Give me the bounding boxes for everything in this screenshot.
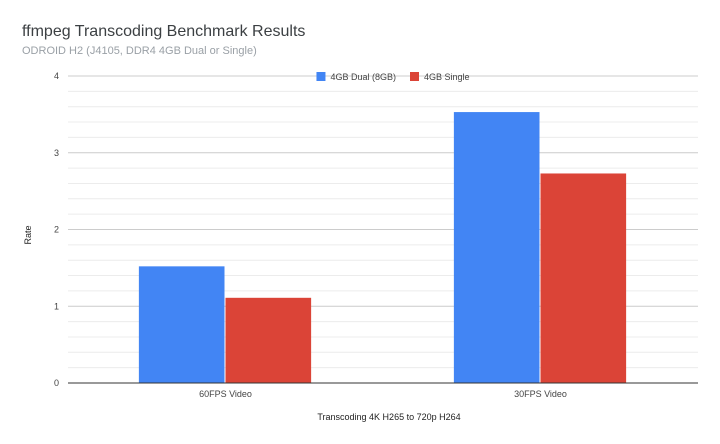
x-tick-label: 60FPS Video [199,389,252,399]
x-axis-ticks: 60FPS Video 30FPS Video [199,389,567,399]
bar [540,173,627,383]
chart-subtitle: ODROID H2 (J4105, DDR4 4GB Dual or Singl… [22,45,257,57]
y-axis-title: Rate [23,225,33,244]
legend: 4GB Dual (8GB) 4GB Single [316,72,470,82]
bars [138,112,627,383]
legend-swatch [316,72,326,81]
legend-label: 4GB Single [424,72,470,82]
bar [138,266,225,383]
y-tick-label: 4 [54,71,59,81]
y-axis-ticks: 0 1 2 3 4 [54,71,59,388]
bar [225,297,312,383]
y-tick-label: 2 [54,225,59,235]
x-tick-label: 30FPS Video [514,389,567,399]
legend-swatch [410,72,419,81]
x-axis-title: Transcoding 4K H265 to 720p H264 [317,412,460,422]
bar [453,112,540,383]
legend-label: 4GB Dual (8GB) [330,72,396,82]
y-tick-label: 3 [54,148,59,158]
y-tick-label: 1 [54,301,59,311]
y-tick-label: 0 [54,378,59,388]
chart-title: ffmpeg Transcoding Benchmark Results [22,23,305,40]
